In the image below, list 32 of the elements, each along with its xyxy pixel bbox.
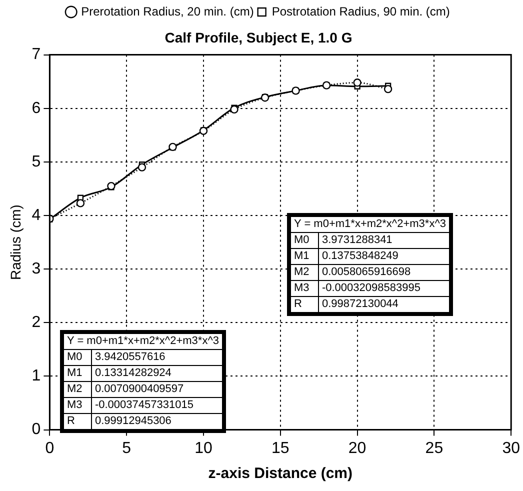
y-tick-label: 1 (32, 368, 41, 385)
x-axis-title: z-axis Distance (cm) (208, 465, 353, 482)
y-tick-label: 6 (32, 100, 41, 117)
annotation: Y = m0+m1*x+m2*x^2+m3*x^3 (62, 332, 224, 350)
text: R 0.99872130044 (294, 298, 398, 310)
legend-label: Postrotation Radius, 90 min. (cm) (272, 4, 450, 18)
chart-title: Calf Profile, Subject E, 1.0 G (164, 29, 352, 46)
annotation: M1 0.13314282924 (66, 366, 172, 381)
x-tick-label: 20 (348, 440, 366, 457)
annotation: M3 -0.00037457331015 (66, 398, 194, 413)
y-tick-label: 4 (32, 206, 41, 224)
y-tick-label: 5 (32, 153, 41, 170)
x-tick-label: 30 (502, 440, 520, 457)
text: R 0.99912945306 (67, 415, 172, 427)
annotation: Y = m0+m1*x+m2*x^2+m3*x^3 (289, 215, 451, 232)
annotation: M0 3.9731288341 (293, 233, 394, 248)
annotation: M2 0.0070900409597 (66, 382, 185, 397)
y-tick-label: 7 (32, 46, 41, 64)
y-tick-label: 0 (32, 421, 41, 438)
x-tick-label: 15 (272, 440, 290, 457)
annotation: M3 -0.00032098583995 (293, 281, 422, 296)
annotation: M1 0.13753848249 (293, 249, 400, 264)
y-axis-title: Radius (cm) (7, 204, 24, 280)
y-tick-label: 2 (32, 314, 41, 332)
annotation: M2 0.0058065916698 (293, 265, 412, 280)
x-tick-label: 25 (425, 440, 444, 457)
x-tick-label: 5 (122, 440, 132, 457)
legend-label: Prerotation Radius, 20 min. (cm) (81, 4, 254, 18)
annotation: M0 3.9420557616 (66, 350, 166, 365)
y-tick-label: 3 (32, 260, 41, 278)
x-tick-label: 0 (45, 440, 54, 457)
x-tick-label: 10 (194, 440, 212, 457)
